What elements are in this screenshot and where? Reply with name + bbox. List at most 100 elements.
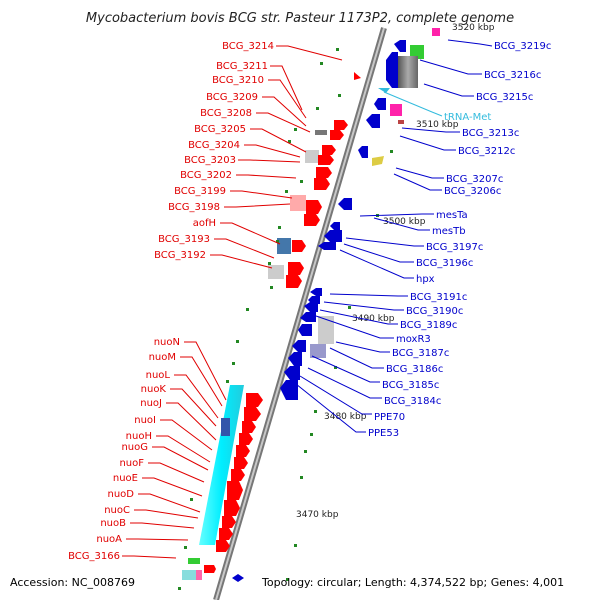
- gene-feature: [224, 500, 240, 516]
- gene-feature: [288, 262, 304, 275]
- gene-label: mesTa: [436, 210, 468, 221]
- gene-label: nuoK: [141, 384, 167, 395]
- gene-feature: [334, 120, 348, 130]
- gene-feature: [338, 198, 352, 210]
- gene-label: BCG_3216c: [484, 70, 541, 81]
- gene-feature: [315, 130, 327, 135]
- gene-feature: [386, 52, 398, 88]
- gene-label: BCG_3213c: [462, 128, 519, 139]
- gene-label: BCG_3205: [194, 124, 246, 135]
- gene-feature: [398, 56, 418, 88]
- gene-label: BCG_3191c: [410, 292, 467, 303]
- gene-label: BCG_3196c: [416, 258, 473, 269]
- gene-feature: [219, 528, 233, 540]
- forward-genes: [182, 72, 361, 580]
- gene-feature: [330, 130, 344, 140]
- gene-label: BCG_3214: [222, 41, 274, 52]
- gene-label: BCG_3189c: [400, 320, 457, 331]
- gene-label: nuoH: [126, 431, 152, 442]
- gene-label: BCG_3211: [216, 61, 268, 72]
- gene-label: BCG_3206c: [444, 186, 501, 197]
- gene-feature: [322, 145, 336, 155]
- gene-feature: [378, 88, 390, 93]
- gene-label: BCG_3199: [174, 186, 226, 197]
- gene-feature: [306, 200, 322, 214]
- gene-feature: [239, 433, 253, 445]
- gene-feature: [242, 421, 256, 433]
- nuo-operon-block: [199, 385, 244, 545]
- trna-leader-line: [383, 91, 443, 117]
- gene-label: BCG_3203: [184, 155, 236, 166]
- gene-feature: [318, 316, 334, 344]
- gene-label: BCG_3193: [158, 234, 210, 245]
- gene-feature: [300, 312, 316, 322]
- gene-feature: [304, 302, 318, 312]
- gene-label: nuoF: [119, 458, 144, 469]
- gene-feature: [188, 558, 200, 564]
- right-leader-lines: [295, 39, 493, 433]
- reverse-gene-labels: BCG_3219c BCG_3216c BCG_3215c tRNA-Met B…: [368, 41, 551, 439]
- reverse-genes: [232, 28, 440, 582]
- gene-label: nuoA: [96, 534, 122, 545]
- gene-label: BCG_3187c: [392, 348, 449, 359]
- gene-feature: [310, 288, 322, 296]
- gene-feature: [290, 195, 306, 211]
- gene-feature: [358, 146, 368, 158]
- gene-feature: [310, 344, 326, 358]
- gene-label: BCG_3219c: [494, 41, 551, 52]
- gene-feature: [374, 98, 386, 110]
- gene-label: BCG_3185c: [382, 380, 439, 391]
- gene-feature: [280, 380, 298, 400]
- gene-feature: [366, 114, 380, 128]
- gene-label: BCG_3202: [180, 170, 232, 181]
- gene-label: BCG_3204: [188, 140, 240, 151]
- gene-label: nuoC: [104, 505, 130, 516]
- gene-feature: [222, 516, 236, 528]
- gene-label: nuoG: [121, 442, 148, 453]
- gene-feature: [304, 214, 320, 226]
- gene-label: BCG_3192: [154, 250, 206, 261]
- gene-feature: [398, 120, 404, 124]
- gene-label: nuoD: [108, 489, 135, 500]
- gene-feature: [216, 540, 230, 552]
- gene-label: BCG_3198: [168, 202, 220, 213]
- gene-feature: [314, 178, 330, 190]
- gene-feature: [244, 407, 261, 421]
- gene-feature: [221, 418, 230, 436]
- gene-label: nuoM: [149, 352, 176, 363]
- gene-label: nuoL: [146, 370, 171, 381]
- gene-label: BCG_3184c: [384, 396, 441, 407]
- map-title: Mycobacterium bovis BCG str. Pasteur 117…: [86, 11, 514, 26]
- gene-feature: [288, 352, 302, 366]
- gene-feature: [394, 40, 406, 52]
- gene-feature: [227, 481, 243, 500]
- gene-label: moxR3: [396, 334, 431, 345]
- gene-label: BCG_3209: [206, 92, 258, 103]
- gene-label: nuoJ: [140, 398, 162, 409]
- gene-label: BCG_3212c: [458, 146, 515, 157]
- scale-tick-label: 3490 kbp: [352, 314, 395, 324]
- gene-feature: [231, 469, 245, 481]
- gene-feature: [330, 222, 340, 230]
- gene-feature: [292, 240, 306, 252]
- gene-feature: [196, 570, 202, 580]
- gene-label: BCG_3208: [200, 108, 252, 119]
- gene-label: hpx: [416, 274, 435, 285]
- gene-feature: [432, 28, 440, 36]
- gene-label: PPE53: [368, 428, 399, 439]
- gene-feature: [354, 72, 361, 80]
- gene-label: BCG_3210: [212, 75, 264, 86]
- gene-label: tRNA-Met: [444, 112, 491, 123]
- scale-tick-label: 3480 kbp: [324, 412, 367, 422]
- gene-feature: [316, 167, 332, 178]
- genome-backbone-highlight: [215, 27, 385, 600]
- gene-feature: [277, 238, 291, 254]
- gene-label: mesTb: [432, 226, 466, 237]
- gene-feature: [234, 457, 248, 469]
- forward-gene-labels: BCG_3214 BCG_3211 BCG_3210 BCG_3209 BCG_…: [68, 41, 274, 562]
- gene-label: nuoI: [134, 415, 156, 426]
- gene-feature: [298, 324, 312, 336]
- gene-feature: [182, 570, 196, 580]
- gene-label: nuoB: [100, 518, 126, 529]
